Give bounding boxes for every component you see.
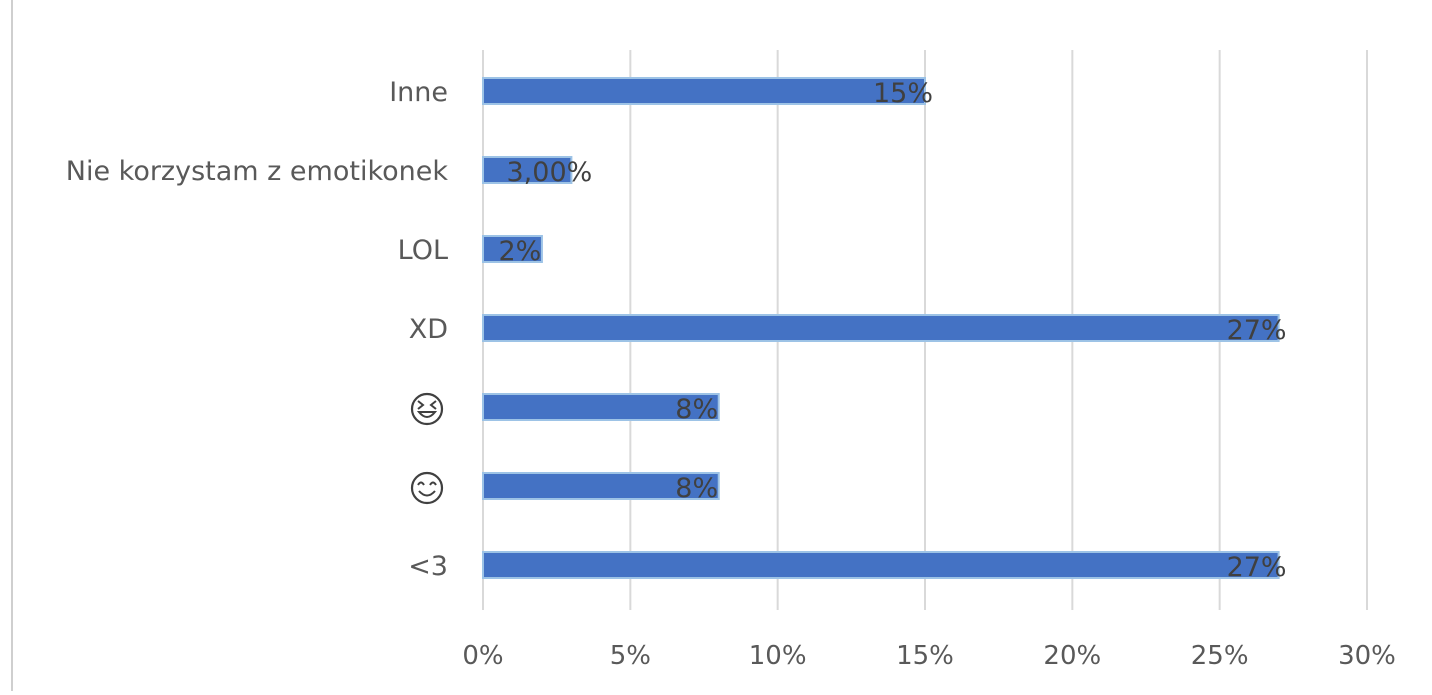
data-label: 3,00%	[507, 157, 593, 188]
category-axis: Inne Nie korzystam z emotikonek LOL XD <3	[66, 77, 449, 582]
bar	[482, 77, 926, 105]
laughing-face-icon	[410, 392, 444, 426]
value-axis: 0% 5% 10% 15% 20% 25% 30%	[462, 641, 1396, 671]
bar	[482, 472, 720, 500]
bar	[482, 393, 720, 421]
category-label: LOL	[398, 235, 448, 266]
x-tick-label: 30%	[1338, 641, 1396, 671]
bar	[482, 235, 543, 263]
x-tick-label: 0%	[462, 641, 503, 671]
data-label: 8%	[675, 473, 718, 504]
bar	[482, 314, 1280, 342]
data-label: 8%	[675, 394, 718, 425]
category-label: Nie korzystam z emotikonek	[66, 156, 449, 187]
x-tick-label: 20%	[1043, 641, 1101, 671]
bar	[482, 551, 1280, 579]
data-label: 27%	[1227, 315, 1287, 346]
data-labels: 15% 3,00% 2% 27% 8% 8% 27%	[499, 78, 1287, 583]
category-label: <3	[408, 551, 448, 582]
x-tick-label: 5%	[610, 641, 651, 671]
smiling-face-icon	[410, 471, 444, 505]
x-tick-label: 10%	[749, 641, 807, 671]
bars	[482, 77, 1280, 579]
bar	[482, 156, 573, 184]
x-tick-label: 15%	[896, 641, 954, 671]
category-label: Inne	[389, 77, 448, 108]
data-label: 27%	[1227, 552, 1287, 583]
data-label: 15%	[873, 78, 933, 109]
x-tick-label: 25%	[1191, 641, 1249, 671]
category-label: XD	[409, 314, 448, 345]
data-label: 2%	[499, 236, 542, 267]
